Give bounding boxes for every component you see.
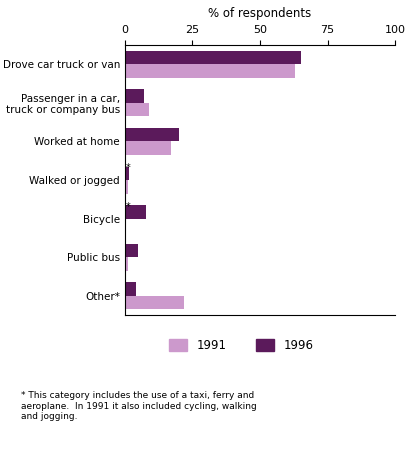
X-axis label: % of respondents: % of respondents [208, 7, 312, 20]
Text: *: * [126, 163, 131, 173]
Legend: 1991, 1996: 1991, 1996 [165, 334, 318, 356]
Bar [125, 51, 300, 64]
Bar [125, 90, 144, 103]
Text: * This category includes the use of a taxi, ferry and
aeroplane.  In 1991 it als: * This category includes the use of a ta… [21, 392, 257, 421]
Bar [125, 166, 129, 180]
Bar [125, 180, 127, 194]
Text: *: * [126, 202, 131, 212]
Bar [125, 282, 136, 296]
Bar [125, 219, 126, 232]
Bar [125, 103, 149, 117]
Bar [125, 64, 295, 78]
Bar [125, 296, 184, 309]
Bar [125, 141, 171, 155]
Bar [125, 257, 127, 270]
Bar [125, 205, 146, 219]
Bar [125, 128, 179, 141]
Bar [125, 243, 138, 257]
